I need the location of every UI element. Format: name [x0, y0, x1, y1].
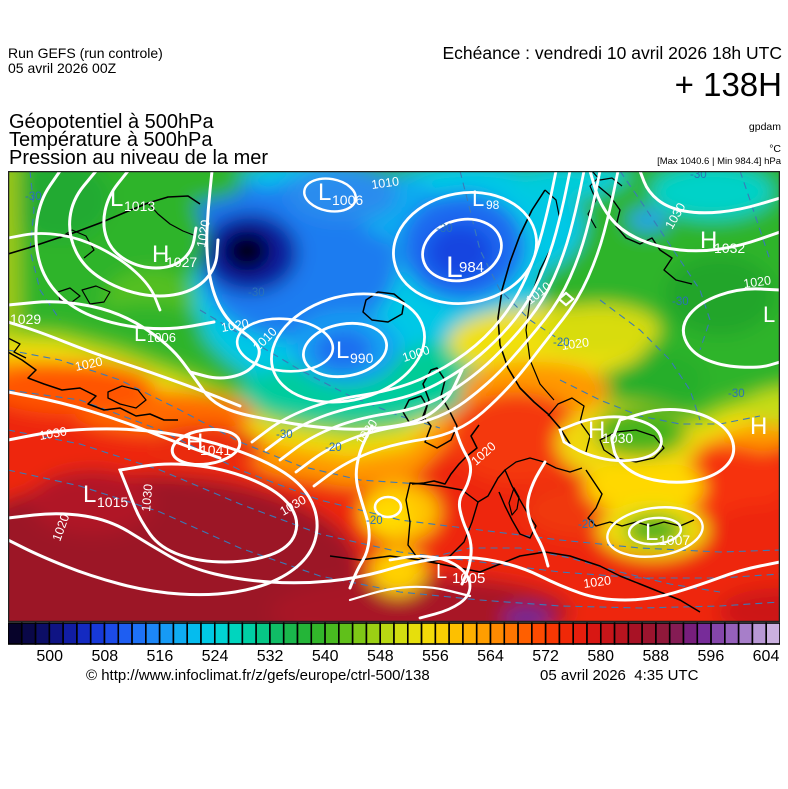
- svg-text:1020: 1020: [582, 573, 612, 591]
- svg-text:-20: -20: [553, 337, 570, 349]
- svg-text:1030: 1030: [139, 483, 155, 512]
- svg-text:L: L: [763, 302, 775, 327]
- svg-text:1006: 1006: [332, 192, 363, 208]
- svg-text:H: H: [700, 227, 717, 254]
- svg-text:H: H: [750, 413, 767, 440]
- svg-text:1027: 1027: [166, 254, 197, 270]
- svg-text:1013: 1013: [124, 198, 155, 214]
- svg-text:984: 984: [459, 259, 484, 276]
- svg-text:-30: -30: [248, 287, 265, 299]
- svg-text:-30: -30: [690, 171, 707, 181]
- svg-text:1006: 1006: [147, 330, 176, 345]
- svg-text:-30: -30: [276, 429, 293, 441]
- svg-text:-30: -30: [728, 388, 745, 400]
- svg-text:-30: -30: [25, 191, 42, 203]
- svg-text:-30: -30: [672, 296, 689, 308]
- svg-text:1020: 1020: [742, 273, 772, 291]
- svg-text:L: L: [83, 481, 96, 508]
- svg-text:1015: 1015: [97, 494, 128, 510]
- svg-text:L: L: [110, 185, 123, 212]
- svg-text:1020: 1020: [74, 354, 104, 373]
- svg-text:L: L: [472, 186, 484, 211]
- svg-text:1007: 1007: [659, 532, 690, 548]
- svg-text:L: L: [134, 321, 146, 346]
- svg-text:1029: 1029: [10, 311, 41, 327]
- svg-text:-20: -20: [366, 515, 383, 527]
- svg-text:1041: 1041: [200, 442, 231, 458]
- svg-text:1020: 1020: [560, 335, 590, 353]
- svg-text:1020: 1020: [194, 219, 213, 249]
- svg-text:1030: 1030: [602, 430, 633, 446]
- svg-text:H: H: [186, 429, 203, 456]
- svg-text:-20: -20: [578, 519, 595, 531]
- svg-text:L: L: [336, 337, 349, 364]
- svg-text:1020: 1020: [220, 316, 250, 335]
- svg-text:H: H: [588, 417, 605, 444]
- svg-text:L: L: [436, 561, 447, 583]
- svg-text:98: 98: [486, 198, 500, 212]
- svg-text:1032: 1032: [714, 240, 745, 256]
- svg-text:990: 990: [350, 350, 374, 366]
- svg-text:1010: 1010: [370, 174, 400, 192]
- svg-text:L: L: [446, 251, 463, 284]
- svg-text:H: H: [152, 241, 169, 268]
- svg-text:L: L: [645, 519, 658, 546]
- svg-text:1030: 1030: [38, 424, 68, 443]
- svg-text:-20: -20: [325, 442, 342, 454]
- svg-text:-30: -30: [436, 223, 453, 235]
- svg-text:1005: 1005: [452, 570, 485, 587]
- svg-text:L: L: [318, 179, 331, 206]
